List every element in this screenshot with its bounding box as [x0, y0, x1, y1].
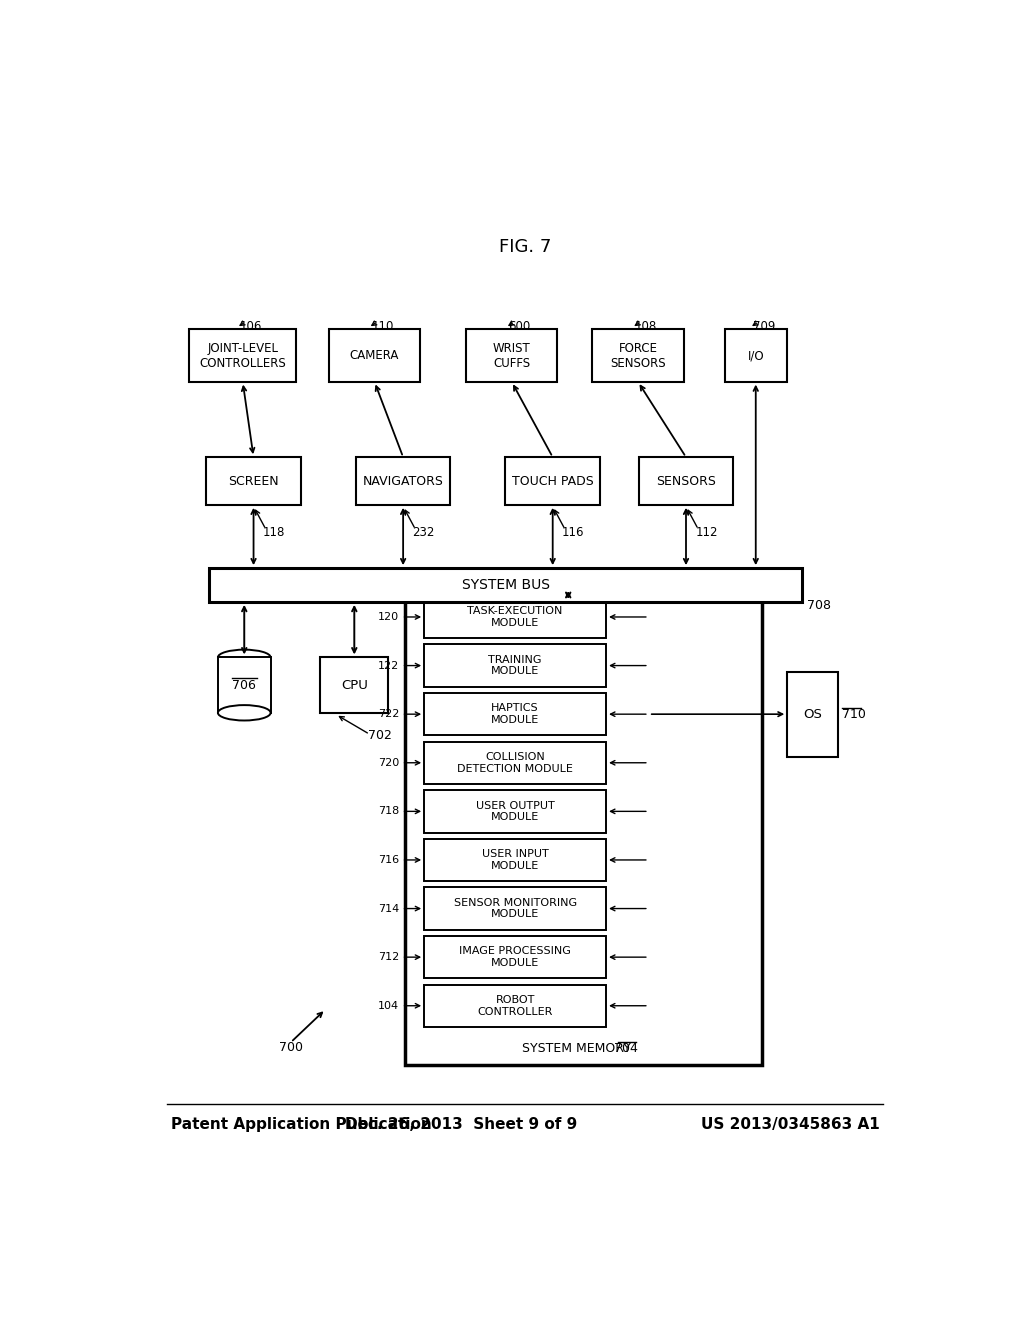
Text: 232: 232: [413, 527, 435, 539]
Text: Dec. 26, 2013  Sheet 9 of 9: Dec. 26, 2013 Sheet 9 of 9: [345, 1117, 578, 1133]
Text: Patent Application Publication: Patent Application Publication: [171, 1117, 431, 1133]
Text: ROBOT
CONTROLLER: ROBOT CONTROLLER: [477, 995, 553, 1016]
Text: FORCE
SENSORS: FORCE SENSORS: [610, 342, 666, 370]
Text: COLLISION
DETECTION MODULE: COLLISION DETECTION MODULE: [457, 752, 573, 774]
Text: JOINT-LEVEL
CONTROLLERS: JOINT-LEVEL CONTROLLERS: [200, 342, 286, 370]
Text: 716: 716: [378, 855, 399, 865]
Text: FIG. 7: FIG. 7: [499, 238, 551, 256]
Text: 706: 706: [232, 678, 256, 692]
Text: 118: 118: [263, 527, 286, 539]
Bar: [424, 936, 606, 978]
Bar: [321, 657, 388, 713]
Bar: [206, 457, 301, 506]
Text: SENSOR MONITORING
MODULE: SENSOR MONITORING MODULE: [454, 898, 577, 919]
Text: 709: 709: [753, 321, 775, 333]
Text: 708: 708: [807, 599, 830, 612]
Text: 110: 110: [372, 321, 393, 333]
Text: WRIST
CUFFS: WRIST CUFFS: [493, 342, 530, 370]
Text: TOUCH PADS: TOUCH PADS: [512, 474, 594, 487]
Text: 106: 106: [240, 321, 262, 333]
Text: 722: 722: [378, 709, 399, 719]
Bar: [639, 457, 733, 506]
Bar: [592, 330, 684, 381]
Text: US 2013/0345863 A1: US 2013/0345863 A1: [701, 1117, 880, 1133]
Text: SCREEN: SCREEN: [228, 474, 279, 487]
Bar: [424, 742, 606, 784]
Bar: [406, 589, 762, 1065]
Text: 120: 120: [378, 612, 399, 622]
Bar: [424, 985, 606, 1027]
Text: 116: 116: [562, 527, 585, 539]
Text: SYSTEM MEMORY: SYSTEM MEMORY: [521, 1041, 631, 1055]
Bar: [356, 457, 451, 506]
Text: SYSTEM BUS: SYSTEM BUS: [462, 578, 550, 591]
Bar: [424, 887, 606, 929]
Bar: [725, 330, 786, 381]
Bar: [218, 657, 270, 713]
Text: IMAGE PROCESSING
MODULE: IMAGE PROCESSING MODULE: [459, 946, 571, 968]
Text: SENSORS: SENSORS: [656, 474, 716, 487]
Text: 702: 702: [369, 730, 392, 742]
Text: USER OUTPUT
MODULE: USER OUTPUT MODULE: [476, 800, 554, 822]
Text: 710: 710: [842, 708, 866, 721]
Text: TRAINING
MODULE: TRAINING MODULE: [488, 655, 542, 676]
Text: 600: 600: [509, 321, 530, 333]
Bar: [209, 568, 802, 602]
Text: CPU: CPU: [341, 678, 368, 692]
Text: 112: 112: [695, 527, 718, 539]
Bar: [424, 838, 606, 882]
Text: 712: 712: [378, 952, 399, 962]
Bar: [329, 330, 420, 381]
Text: HAPTICS
MODULE: HAPTICS MODULE: [490, 704, 540, 725]
Text: 122: 122: [378, 660, 399, 671]
Bar: [424, 595, 606, 638]
Bar: [424, 693, 606, 735]
Text: 104: 104: [378, 1001, 399, 1011]
Text: CAMERA: CAMERA: [350, 348, 399, 362]
Text: USER INPUT
MODULE: USER INPUT MODULE: [481, 849, 549, 871]
Bar: [424, 644, 606, 686]
Text: TASK-EXECUTION
MODULE: TASK-EXECUTION MODULE: [467, 606, 563, 628]
Bar: [189, 330, 296, 381]
Bar: [787, 672, 838, 756]
Text: NAVIGATORS: NAVIGATORS: [362, 474, 443, 487]
Ellipse shape: [218, 705, 270, 721]
Bar: [424, 791, 606, 833]
Bar: [466, 330, 557, 381]
Text: 720: 720: [378, 758, 399, 768]
Text: 108: 108: [635, 321, 657, 333]
Text: 700: 700: [280, 1041, 303, 1055]
Text: 704: 704: [614, 1041, 638, 1055]
Text: 714: 714: [378, 904, 399, 913]
Text: 718: 718: [378, 807, 399, 816]
Bar: [506, 457, 600, 506]
Text: OS: OS: [803, 708, 822, 721]
Text: I/O: I/O: [748, 348, 764, 362]
